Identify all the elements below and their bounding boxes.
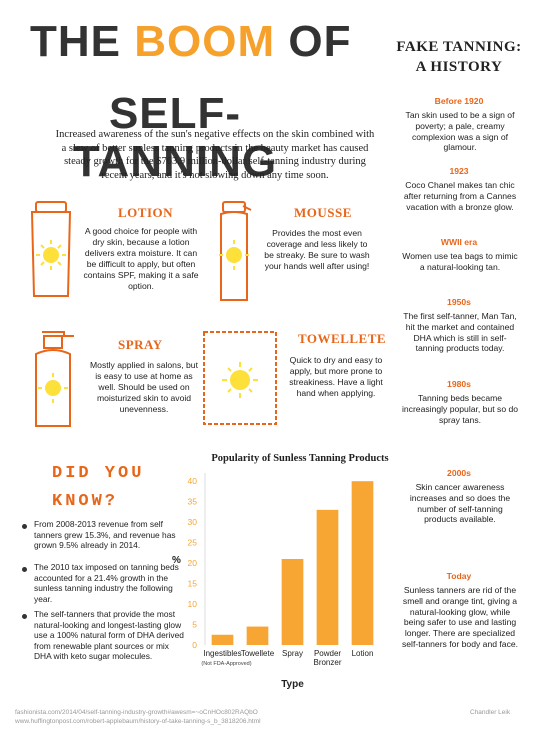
history-title-line-2: A HISTORY — [415, 59, 503, 75]
era-label: 1980s — [447, 379, 471, 389]
y-tick-label: 40 — [188, 476, 198, 486]
main-title: THE BOOM OF SELF-TANNING — [30, 18, 370, 186]
fact-3: The self-tanners that provide the most n… — [34, 609, 184, 661]
towelette-body: Quick to dry and easy to apply, but more… — [289, 355, 383, 398]
era-label: Before 1920 — [434, 96, 484, 106]
x-tick-label: Powder — [314, 649, 341, 658]
history-sidebar: FAKE TANNING: A HISTORY Before 1920 Tan … — [385, 0, 533, 733]
x-axis-label: Type — [281, 679, 304, 690]
era-label: Today — [446, 571, 472, 581]
era-text: Sunless tanners are rid of the smell and… — [401, 585, 519, 649]
y-tick-label: 5 — [192, 620, 197, 630]
author-credit: Chandler Leik — [470, 709, 511, 716]
title-line-1: THE BOOM OF — [30, 17, 352, 66]
fact-1: From 2008-2013 revenue from self tanners… — [34, 519, 176, 550]
bar — [351, 481, 374, 645]
title-accent-boom: BOOM — [134, 17, 276, 66]
x-tick-label: Spray — [282, 649, 303, 658]
bullet-icon — [22, 614, 27, 619]
y-tick-label: 35 — [188, 497, 198, 507]
era-text: Women use tea bags to mimic a natural-lo… — [402, 251, 518, 272]
mousse-body: Provides the most even coverage and less… — [264, 228, 370, 271]
y-tick-label: 15 — [188, 579, 198, 589]
spray-body: Mostly applied in salons, but is easy to… — [90, 360, 198, 414]
mousse-title: MOUSSE — [294, 205, 352, 220]
source-link-2[interactable]: www.huffingtonpost.com/robert-applebaum/… — [15, 718, 261, 725]
x-tick-label: Towellete — [241, 649, 275, 658]
era-label: 2000s — [447, 468, 471, 478]
era-label: WWII era — [440, 237, 478, 247]
era-text: Coco Chanel makes tan chic after returni… — [403, 180, 517, 212]
bar — [281, 559, 304, 645]
y-tick-label: 0 — [192, 640, 197, 650]
y-tick-label: 30 — [188, 517, 198, 527]
bullet-icon — [22, 524, 27, 529]
intro-paragraph: Increased awareness of the sun's negativ… — [55, 129, 375, 181]
era-label: 1923 — [449, 166, 469, 176]
fact-2: The 2010 tax imposed on tanning beds acc… — [34, 562, 179, 604]
spray-title: SPRAY — [118, 337, 163, 352]
bar — [211, 634, 234, 645]
towelette-packet-icon — [203, 331, 277, 425]
title-line-2: SELF-TANNING — [72, 89, 278, 186]
popularity-bar-chart: 0 5 10 15 20 25 30 35 40% Ingestibles (Not FDA-App… — [172, 473, 374, 690]
bullet-icon — [22, 567, 27, 572]
bar — [316, 509, 339, 645]
x-tick-label: Lotion — [352, 649, 374, 658]
did-you-know-title: DID YOU KNOW? — [52, 464, 145, 511]
lotion-tube-icon — [30, 201, 72, 297]
y-tick-label: 20 — [188, 558, 198, 568]
towelette-title: TOWELLETE — [298, 331, 387, 346]
x-tick-label: Bronzer — [313, 658, 341, 667]
y-tick-label: 10 — [188, 599, 198, 609]
lotion-body: A good choice for people with dry skin, … — [83, 226, 199, 291]
chart-title: Popularity of Sunless Tanning Products — [211, 453, 389, 464]
y-tick-label: 25 — [188, 538, 198, 548]
spray-bottle-icon — [35, 331, 74, 427]
mousse-can-icon — [219, 201, 252, 301]
lotion-title: LOTION — [118, 205, 174, 220]
x-tick-note: (Not FDA-Approved) — [201, 661, 251, 667]
y-axis-label: % — [172, 555, 181, 566]
era-text: Skin cancer awareness increases and so d… — [409, 482, 511, 525]
history-title-line-1: FAKE TANNING: — [396, 39, 522, 55]
bar — [246, 626, 269, 645]
x-tick-label: Ingestibles — [203, 649, 241, 658]
era-label: 1950s — [447, 297, 471, 307]
era-text: Tanning beds became increasingly popular… — [401, 393, 519, 425]
source-link-1[interactable]: fashionista.com/2014/04/self-tanning-ind… — [15, 709, 258, 716]
era-text: The first self-tanner, Man Tan, hit the … — [403, 311, 517, 354]
era-text: Tan skin used to be a sign of poverty; a… — [405, 110, 515, 153]
